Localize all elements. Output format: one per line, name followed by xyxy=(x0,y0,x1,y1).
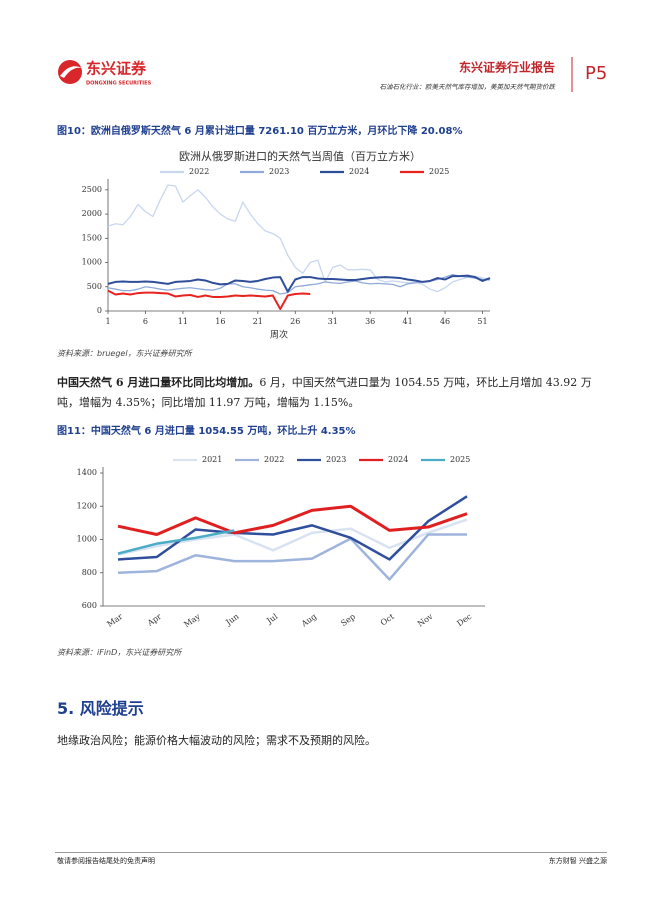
series-line xyxy=(117,533,467,581)
footer-left: 敬请参阅报告结尾处的免责声明 xyxy=(57,857,155,865)
x-tick-label: Mar xyxy=(105,612,124,629)
x-tick-label: Jun xyxy=(224,612,241,628)
legend-label: 2022 xyxy=(189,167,209,176)
y-tick-label: 2500 xyxy=(82,185,102,194)
figure-caption: 图11：中国天然气 6 月进口量 1054.55 万吨，环比上升 4.35% xyxy=(57,426,356,437)
x-tick-label: 26 xyxy=(290,317,300,326)
report-type: 东兴证券行业报告 xyxy=(459,60,555,75)
x-tick-label: 31 xyxy=(328,317,338,326)
x-tick-label: Apr xyxy=(145,612,163,628)
legend-label: 2025 xyxy=(429,167,449,176)
y-tick-label: 2000 xyxy=(82,209,102,218)
logo-subtext: DONGXING SECURITIES xyxy=(86,81,152,87)
logo-icon xyxy=(58,60,82,84)
y-tick-label: 1400 xyxy=(77,468,97,477)
legend-label: 2022 xyxy=(264,455,284,464)
header: 东兴证券 DONGXING SECURITIES 东兴证券行业报告 石油石化行业… xyxy=(58,57,607,92)
page-number: P5 xyxy=(585,63,607,84)
logo-swoosh xyxy=(60,66,82,78)
y-tick-label: 1000 xyxy=(77,535,97,544)
x-tick-label: 11 xyxy=(178,317,188,326)
logo-text: 东兴证券 xyxy=(86,60,147,78)
x-tick-label: 21 xyxy=(253,317,263,326)
y-tick-label: 0 xyxy=(97,306,102,315)
x-tick-label: Oct xyxy=(379,611,396,627)
x-tick-label: 6 xyxy=(143,317,148,326)
chart: 欧洲从俄罗斯进口的天然气当周值（百万立方米） 0 500 1000 1500 2000 25… xyxy=(82,149,491,341)
x-tick-label: Dec xyxy=(455,612,473,629)
paragraph-body: 6 月，中国天然气进口量为 1054.55 万吨，环比上月增加 43.92 万吨… xyxy=(57,376,592,409)
x-tick-label: 1 xyxy=(105,317,110,326)
x-tick-label: Jul xyxy=(264,612,279,626)
y-tick-label: 800 xyxy=(82,568,97,577)
x-tick-label: Sep xyxy=(339,612,357,628)
legend-label: 2025 xyxy=(450,455,470,464)
x-tick-label: 41 xyxy=(403,317,413,326)
x-tick-label: 46 xyxy=(440,317,450,326)
section-heading: 5. 风险提示 xyxy=(57,699,144,718)
x-tick-label: Aug xyxy=(299,612,318,629)
series-line xyxy=(117,529,235,555)
legend-label: 2023 xyxy=(269,167,289,176)
series-line xyxy=(117,495,468,561)
y-tick-label: 1500 xyxy=(82,233,102,242)
series-line xyxy=(107,289,311,311)
y-tick-label: 1000 xyxy=(82,258,102,267)
series-line xyxy=(117,504,468,537)
footer-right: 东方财智 兴盛之源 xyxy=(548,857,607,865)
chart: 600 800 1000 1200 1400 Mar Apr May Jun Jul Aug Sep O… xyxy=(77,455,485,630)
footer-line xyxy=(55,852,607,853)
source-note: 资料来源：iFinD，东兴证券研究所 xyxy=(57,648,182,657)
source-note: 资料来源：bruegel，东兴证券研究所 xyxy=(57,349,192,358)
report-subtitle: 石油石化行业：欧美天然气库存增加，美英加天然气期货价跌 xyxy=(380,83,557,91)
figure-caption: 图10：欧洲自俄罗斯天然气 6 月累计进口量 7261.10 百万立方米，月环比… xyxy=(57,126,463,137)
x-tick-label: May xyxy=(182,612,202,630)
series-line xyxy=(107,184,491,293)
x-axis-label: 周次 xyxy=(270,329,288,341)
x-tick-label: 36 xyxy=(365,317,375,326)
y-tick-label: 600 xyxy=(82,601,97,610)
legend-label: 2024 xyxy=(349,167,369,176)
legend-label: 2023 xyxy=(326,455,346,464)
y-tick-label: 500 xyxy=(87,282,102,291)
x-tick-label: 16 xyxy=(215,317,225,326)
paragraph-lead: 中国天然气 6 月进口量环比同比均增加。 xyxy=(57,376,260,389)
paragraph: 中国天然气 6 月进口量环比同比均增加。6 月，中国天然气进口量为 1054.5… xyxy=(57,373,607,413)
x-tick-label: 51 xyxy=(477,317,487,326)
series-line xyxy=(107,274,491,293)
x-tick-label: Nov xyxy=(416,612,435,629)
chart-title: 欧洲从俄罗斯进口的天然气当周值（百万立方米） xyxy=(179,149,421,163)
y-tick-label: 1200 xyxy=(77,501,97,510)
legend-label: 2021 xyxy=(202,455,222,464)
section-text: 地缘政治风险；能源价格大幅波动的风险；需求不及预期的风险。 xyxy=(57,734,376,747)
legend-label: 2024 xyxy=(388,455,408,464)
